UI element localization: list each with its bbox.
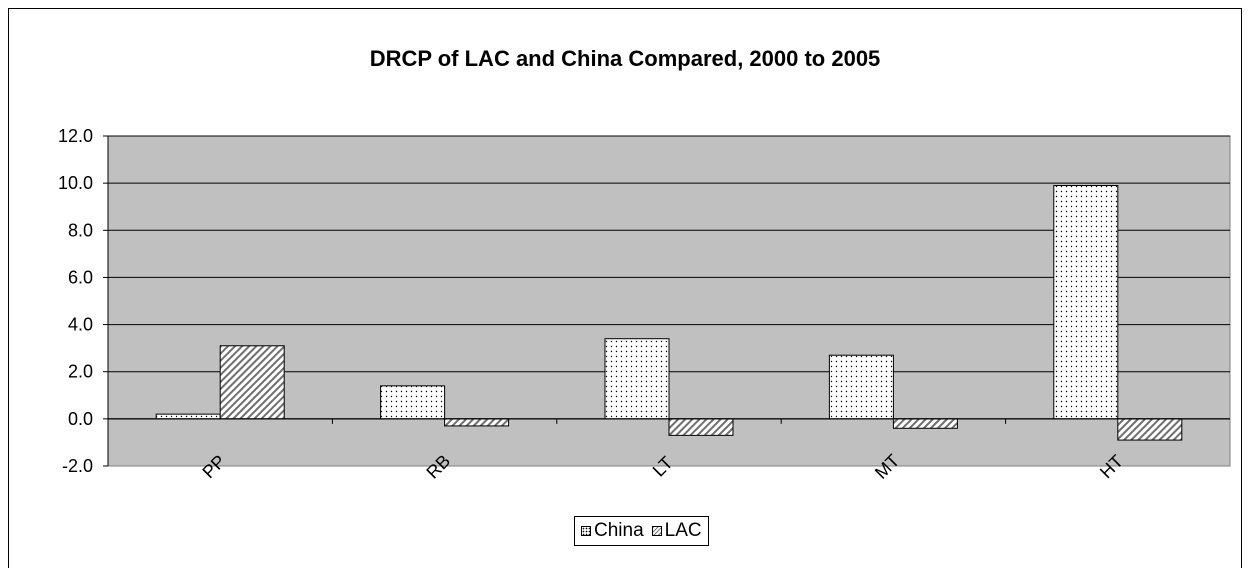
legend-label-china: China: [594, 520, 644, 541]
legend: China LAC: [574, 516, 709, 546]
bar-china-rb: [380, 385, 446, 420]
y-tick-label: 4.0: [68, 315, 93, 335]
y-tick-label: -2.0: [62, 456, 93, 476]
bar-china-ht: [1053, 185, 1119, 420]
bar-china-lt: [604, 338, 670, 420]
y-tick-label: 2.0: [68, 362, 93, 382]
y-tick-label: 12.0: [58, 126, 93, 146]
y-tick-label: 10.0: [58, 173, 93, 193]
legend-item-lac: LAC: [651, 520, 702, 542]
china-swatch-icon: [581, 526, 591, 536]
lac-swatch-icon: [651, 526, 662, 536]
bar-china-pp: [155, 413, 221, 420]
bar-china-mt: [828, 354, 894, 420]
bar-lac-ht: [1117, 418, 1183, 441]
y-tick-label: 8.0: [68, 220, 93, 240]
bar-lac-lt: [668, 418, 734, 436]
legend-label-lac: LAC: [664, 520, 702, 541]
legend-item-china: China: [581, 520, 644, 542]
bar-lac-pp: [219, 345, 285, 420]
y-tick-label: 6.0: [68, 267, 93, 287]
bar-lac-mt: [892, 418, 958, 429]
bar-lac-rb: [444, 418, 510, 427]
y-tick-label: 0.0: [68, 409, 93, 429]
chart-title: DRCP of LAC and China Compared, 2000 to …: [369, 46, 881, 71]
